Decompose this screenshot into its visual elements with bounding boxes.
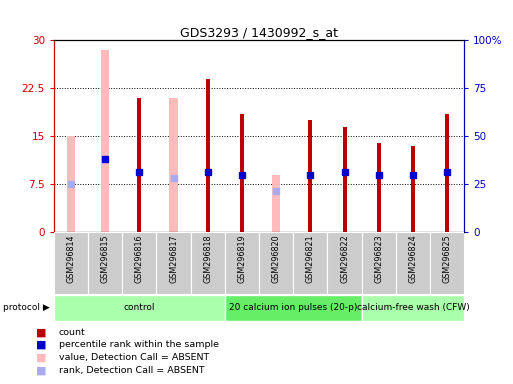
Bar xyxy=(308,120,312,232)
Bar xyxy=(272,175,281,232)
Bar xyxy=(54,40,88,232)
Bar xyxy=(191,40,225,232)
Title: GDS3293 / 1430992_s_at: GDS3293 / 1430992_s_at xyxy=(180,26,338,39)
Text: GSM296818: GSM296818 xyxy=(203,234,212,283)
Bar xyxy=(362,295,464,321)
Bar xyxy=(54,295,225,321)
Text: GSM296821: GSM296821 xyxy=(306,234,315,283)
Bar xyxy=(259,232,293,294)
Text: value, Detection Call = ABSENT: value, Detection Call = ABSENT xyxy=(59,353,209,362)
Bar xyxy=(430,232,464,294)
Bar xyxy=(396,232,430,294)
Text: GSM296822: GSM296822 xyxy=(340,234,349,283)
Bar xyxy=(377,143,381,232)
Text: protocol ▶: protocol ▶ xyxy=(3,303,49,312)
Bar xyxy=(445,114,449,232)
Text: 20 calcium ion pulses (20-p): 20 calcium ion pulses (20-p) xyxy=(229,303,358,312)
Bar xyxy=(327,40,362,232)
Bar xyxy=(169,98,178,232)
Text: ■: ■ xyxy=(36,327,46,337)
Text: percentile rank within the sample: percentile rank within the sample xyxy=(59,340,219,349)
Bar xyxy=(156,232,191,294)
Text: GSM296820: GSM296820 xyxy=(272,234,281,283)
Bar xyxy=(88,232,122,294)
Bar xyxy=(362,232,396,294)
Text: GSM296825: GSM296825 xyxy=(443,234,451,283)
Text: GSM296819: GSM296819 xyxy=(238,234,246,283)
Bar xyxy=(362,40,396,232)
Bar xyxy=(54,232,88,294)
Text: GSM296816: GSM296816 xyxy=(135,234,144,283)
Bar xyxy=(225,295,362,321)
Text: GSM296817: GSM296817 xyxy=(169,234,178,283)
Text: count: count xyxy=(59,328,86,337)
Bar xyxy=(225,232,259,294)
Text: rank, Detection Call = ABSENT: rank, Detection Call = ABSENT xyxy=(59,366,205,375)
Bar xyxy=(240,114,244,232)
Bar xyxy=(411,146,415,232)
Bar xyxy=(293,40,327,232)
Text: GSM296814: GSM296814 xyxy=(67,234,75,283)
Bar xyxy=(396,40,430,232)
Text: calcium-free wash (CFW): calcium-free wash (CFW) xyxy=(357,303,469,312)
Bar xyxy=(156,40,191,232)
Bar xyxy=(206,79,210,232)
Bar xyxy=(430,40,464,232)
Bar xyxy=(137,98,142,232)
Text: GSM296824: GSM296824 xyxy=(408,234,418,283)
Text: ■: ■ xyxy=(36,340,46,350)
Bar xyxy=(225,40,259,232)
Bar xyxy=(327,232,362,294)
Bar xyxy=(88,40,122,232)
Bar xyxy=(122,40,156,232)
Bar xyxy=(67,136,75,232)
Text: control: control xyxy=(124,303,155,312)
Bar xyxy=(191,232,225,294)
Bar xyxy=(259,40,293,232)
Bar xyxy=(122,232,156,294)
Bar xyxy=(343,127,347,232)
Text: ■: ■ xyxy=(36,353,46,362)
Text: ■: ■ xyxy=(36,365,46,375)
Text: GSM296823: GSM296823 xyxy=(374,234,383,283)
Bar xyxy=(101,50,109,232)
Bar xyxy=(293,232,327,294)
Text: GSM296815: GSM296815 xyxy=(101,234,110,283)
